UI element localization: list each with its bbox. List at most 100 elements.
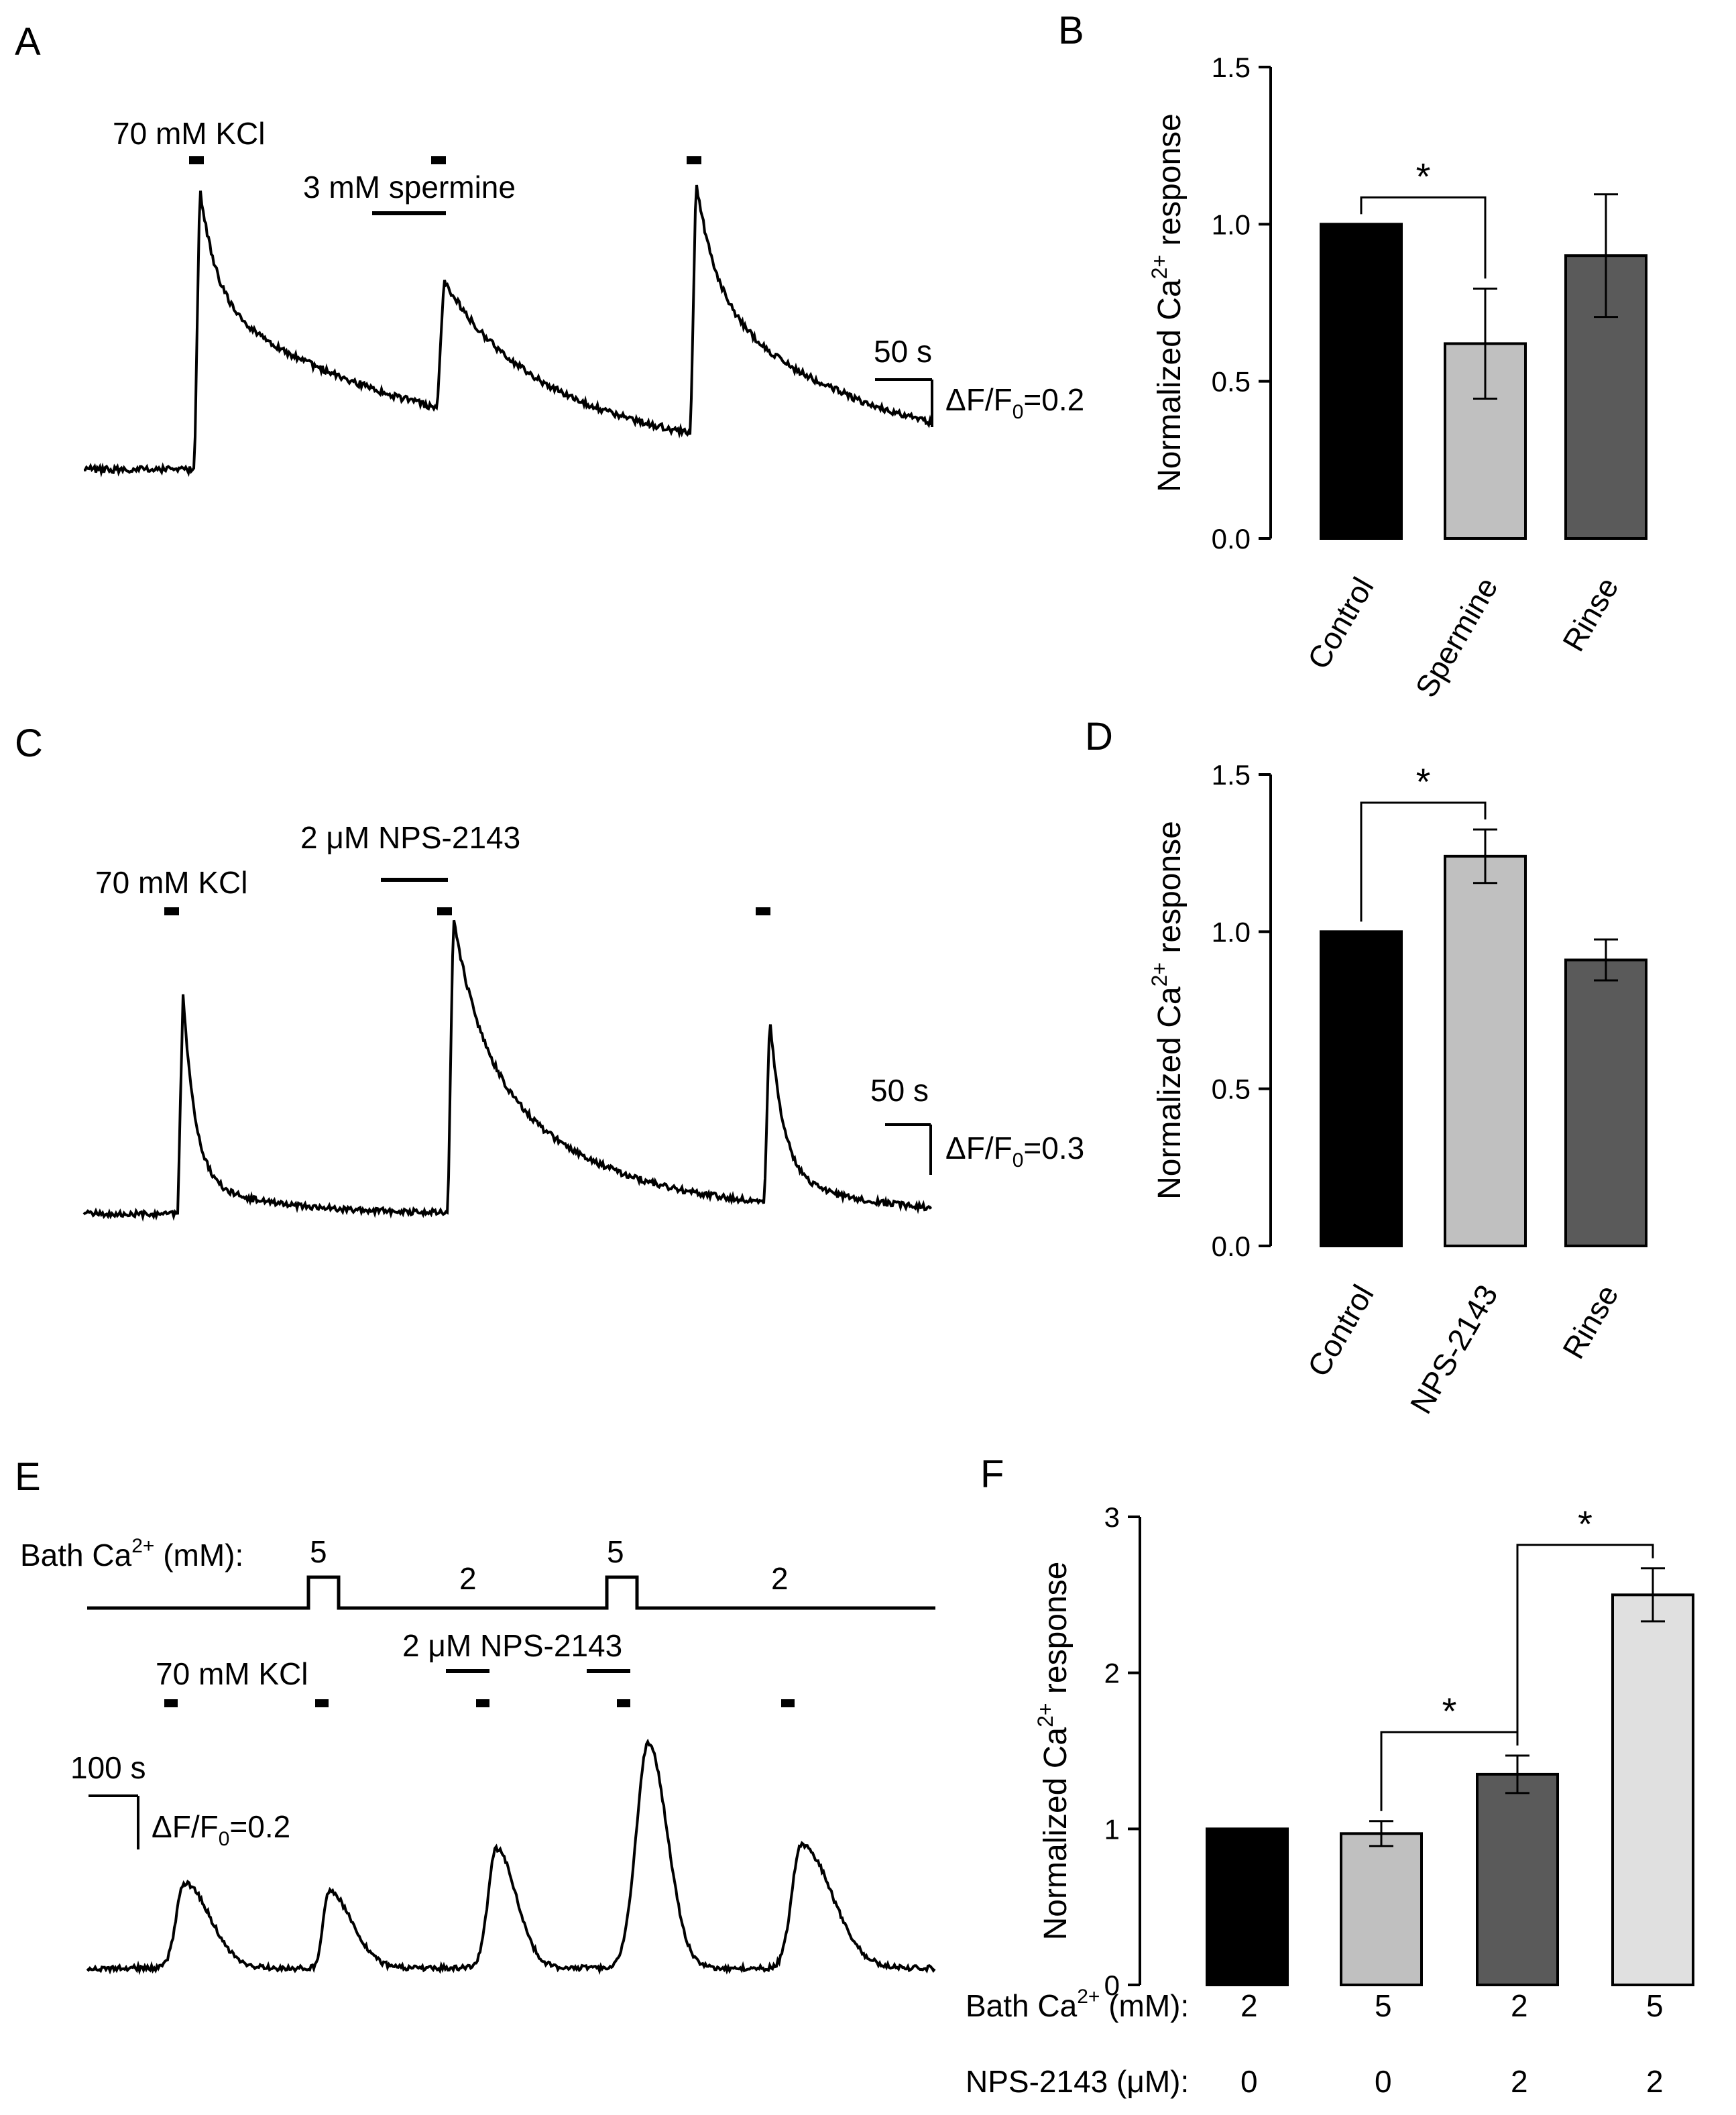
amp-sub-e: 0 — [219, 1828, 230, 1850]
amp-scale-label-a: ΔF/F0=0.2 — [945, 382, 1084, 423]
row2-val-2: 0 — [1375, 2064, 1392, 2099]
y-tick-label: 0.5 — [1212, 1074, 1251, 1105]
y-tick-label: 0.0 — [1212, 1231, 1251, 1262]
panel-label-d: D — [1085, 715, 1113, 758]
row1-label-f: Bath Ca2+ (mM): — [966, 1986, 1189, 2023]
y-tick-label: 3 — [1104, 1501, 1120, 1533]
y-axis-title-main: Normalized Ca — [1152, 279, 1188, 492]
bar-chart-d: 0.0 0.5 1.0 1.5 Normalized Ca2+ response Cont… — [1147, 759, 1647, 1420]
trace-e — [86, 1738, 936, 1976]
y-axis-title-main: Normalized Ca — [1038, 1727, 1074, 1941]
bath-label-e-sup: 2+ — [131, 1535, 154, 1557]
time-scale-label-e: 100 s — [70, 1750, 146, 1785]
panel-label-b: B — [1058, 9, 1084, 52]
x-category-label: Rinse — [1556, 571, 1625, 657]
amp-value-a: =0.2 — [1023, 382, 1084, 417]
kcl-label-a: 70 mM KCl — [113, 116, 265, 151]
bath-step-2: 2 — [459, 1561, 477, 1596]
amp-prefix-c: ΔF/F — [945, 1131, 1012, 1165]
y-axis-title-sup: 2+ — [1147, 255, 1171, 279]
y-axis-title: Normalized Ca2+ response — [1147, 113, 1188, 492]
panel-a: 70 mM KCl 3 mM spermine 50 s ΔF/F0=0.2 — [83, 116, 1084, 478]
significance-bracket — [1360, 801, 1487, 922]
bar — [1206, 1827, 1289, 1986]
y-tick-label: 1.5 — [1212, 52, 1251, 83]
row1-label-f-tail: (mM): — [1100, 1988, 1189, 2023]
amp-sub-c: 0 — [1012, 1149, 1024, 1171]
significance-star: * — [1416, 155, 1431, 197]
significance-bracket — [1516, 1544, 1654, 1746]
panel-label-c: C — [15, 722, 43, 765]
condition-table-f: Bath Ca2+ (mM): NPS-2143 (μM): 2 5 2 5 0… — [966, 1986, 1664, 2099]
amp-prefix-a: ΔF/F — [945, 382, 1012, 417]
y-tick-label: 2 — [1104, 1658, 1120, 1689]
kcl-label-c: 70 mM KCl — [95, 865, 247, 900]
drug-label-a: 3 mM spermine — [303, 170, 516, 205]
row1-label-f-main: Bath Ca — [966, 1988, 1078, 2023]
row1-label-f-sup: 2+ — [1077, 1986, 1100, 2008]
y-axis-title-tail: response — [1152, 821, 1188, 962]
bath-label-e-tail: (mM): — [154, 1538, 243, 1573]
bath-step-4: 2 — [771, 1561, 789, 1596]
row1-val-2: 5 — [1375, 1988, 1392, 2023]
y-axis-title: Normalized Ca2+ response — [1033, 1562, 1074, 1941]
time-scale-label-a: 50 s — [874, 334, 932, 369]
panel-c: 2 μM NPS-2143 70 mM KCl 50 s ΔF/F0=0.3 — [82, 820, 1084, 1222]
time-scale-label-c: 50 s — [870, 1073, 929, 1108]
bar — [1476, 1772, 1559, 1986]
y-axis-title-tail: response — [1152, 113, 1188, 255]
row2-val-3: 2 — [1511, 2064, 1528, 2099]
bar — [1340, 1832, 1423, 1986]
panel-e: Bath Ca2+ (mM): 5 2 5 2 2 μM NPS-2143 70… — [20, 1534, 936, 1976]
bar — [1320, 223, 1403, 540]
panel-label-a: A — [15, 20, 41, 64]
row2-val-4: 2 — [1646, 2064, 1664, 2099]
y-axis-title-tail: response — [1038, 1562, 1074, 1703]
bar — [1611, 1593, 1694, 1986]
bath-label-e: Bath Ca2+ (mM): — [20, 1535, 243, 1573]
y-tick-label: 0.5 — [1212, 366, 1251, 398]
amp-value-c: =0.3 — [1023, 1131, 1084, 1165]
amp-prefix-e: ΔF/F — [152, 1809, 219, 1844]
significance-star: * — [1416, 760, 1431, 803]
y-axis-title-sup: 2+ — [1033, 1703, 1057, 1727]
y-tick-label: 1.5 — [1212, 759, 1251, 791]
y-tick-label: 1 — [1104, 1813, 1120, 1845]
row2-label-f: NPS-2143 (μM): — [966, 2064, 1189, 2099]
row2-val-1: 0 — [1240, 2064, 1258, 2099]
trace-a — [83, 184, 933, 478]
y-tick-label: 0 — [1104, 1969, 1120, 2001]
row1-val-1: 2 — [1240, 1988, 1258, 2023]
drug-label-c: 2 μM NPS-2143 — [300, 820, 520, 855]
drug-label-e: 2 μM NPS-2143 — [402, 1628, 622, 1663]
y-axis-title: Normalized Ca2+ response — [1147, 821, 1188, 1200]
y-axis-title-sup: 2+ — [1147, 962, 1171, 986]
significance-star: * — [1442, 1690, 1457, 1732]
row1-val-3: 2 — [1511, 1988, 1528, 2023]
bar — [1564, 958, 1647, 1247]
panel-label-f: F — [980, 1452, 1004, 1496]
row1-val-4: 5 — [1646, 1988, 1664, 2023]
bath-step-line — [87, 1575, 935, 1610]
x-category-label: NPS-2143 — [1403, 1279, 1505, 1420]
panel-label-e: E — [15, 1455, 41, 1499]
x-category-label: Rinse — [1556, 1279, 1625, 1365]
y-tick-label: 1.0 — [1212, 916, 1251, 948]
amp-sub-a: 0 — [1012, 401, 1024, 423]
bar — [1444, 854, 1527, 1248]
x-category-label: Control — [1300, 1279, 1380, 1382]
significance-star: * — [1578, 1503, 1593, 1545]
y-axis-title-main: Normalized Ca — [1152, 986, 1188, 1200]
bath-step-3: 5 — [607, 1534, 624, 1569]
bath-step-1: 5 — [310, 1534, 327, 1569]
x-category-label: Spermine — [1408, 571, 1504, 703]
bath-label-e-main: Bath Ca — [20, 1538, 132, 1573]
y-tick-label: 1.0 — [1212, 209, 1251, 240]
kcl-label-e: 70 mM KCl — [156, 1656, 308, 1691]
y-tick-label: 0.0 — [1212, 523, 1251, 555]
x-category-label: Control — [1300, 571, 1380, 675]
amp-scale-label-e: ΔF/F0=0.2 — [152, 1809, 290, 1850]
significance-bracket — [1360, 196, 1487, 279]
bar-chart-b: 0.0 0.5 1.0 1.5 Normalized Ca2+ response Cont… — [1147, 52, 1647, 703]
